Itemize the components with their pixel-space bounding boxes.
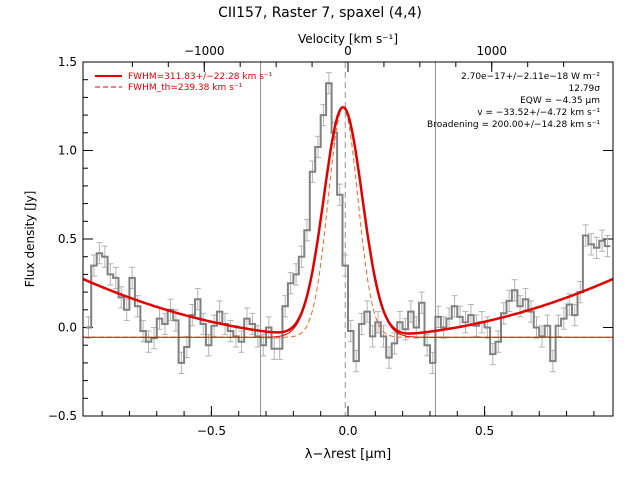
total-fit-curve <box>82 105 614 335</box>
legend-label-dashed: FWHM_th=239.38 km s⁻¹ <box>128 83 243 93</box>
x-tick-label: 0.0 <box>338 424 357 438</box>
top-tick-label: 1000 <box>476 44 507 58</box>
y-tick-label: 0.0 <box>58 321 77 335</box>
x-tick-label: −0.5 <box>197 424 226 438</box>
legend-label-solid: FWHM=311.83+/−22.28 km s⁻¹ <box>128 72 273 82</box>
y-tick-label: 0.5 <box>58 232 77 246</box>
y-tick-label: 1.0 <box>58 144 77 158</box>
y-tick-label: 1.5 <box>58 55 77 69</box>
top-tick-label: −1000 <box>184 44 225 58</box>
annotation-sigma: 12.79σ <box>569 84 601 94</box>
top-axis-label: Velocity [km s⁻¹] <box>298 32 398 46</box>
top-tick-label: 0 <box>344 44 352 58</box>
annotation-velocity: v = −33.52+/−4.72 km s⁻¹ <box>477 108 600 118</box>
annotation-eqw: EQW = −4.35 μm <box>520 96 600 106</box>
axis-ticks: −0.5 0.0 0.5 −0.5 0.0 0.5 1.0 1.5 −1000 0 1000 <box>48 44 613 438</box>
chart-title: CII157, Raster 7, spaxel (4,4) <box>218 5 422 21</box>
y-axis-label: Flux density [Jy] <box>23 191 37 288</box>
x-tick-label: 0.5 <box>475 424 494 438</box>
x-axis-label: λ−λrest [μm] <box>305 447 391 462</box>
plot-frame <box>82 61 614 417</box>
legend: FWHM=311.83+/−22.28 km s⁻¹ FWHM_th=239.3… <box>95 72 273 93</box>
annotation-flux: 2.70e−17+/−2.11e−18 W m⁻² <box>461 72 600 82</box>
annotations: 2.70e−17+/−2.11e−18 W m⁻² 12.79σ EQW = −… <box>427 72 600 130</box>
data-histogram <box>85 82 611 364</box>
y-tick-label: −0.5 <box>48 409 77 423</box>
annotation-broadening: Broadening = 200.00+/−14.28 km s⁻¹ <box>427 120 600 130</box>
